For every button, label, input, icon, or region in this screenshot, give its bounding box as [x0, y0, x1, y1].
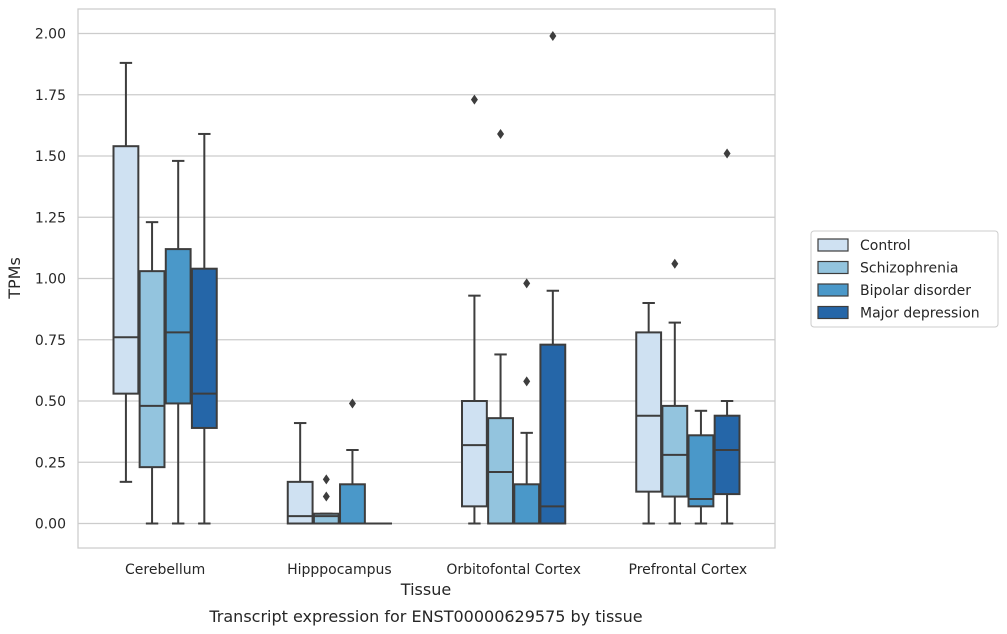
y-tick-label: 0.00	[35, 517, 66, 533]
outlier-point	[348, 398, 356, 409]
x-tick-label: Orbitofontal Cortex	[446, 562, 581, 578]
y-tick-label: 1.75	[35, 88, 66, 104]
x-tick-label: Prefrontal Cortex	[629, 562, 748, 578]
outlier-point	[523, 376, 531, 387]
box-3-2	[687, 409, 715, 525]
box-body	[461, 400, 488, 508]
outlier-point	[322, 491, 330, 502]
outlier-point	[470, 94, 478, 105]
box-1-2	[339, 398, 366, 525]
box-body	[112, 145, 140, 395]
box-body	[138, 270, 166, 469]
box-plots	[112, 30, 741, 525]
y-tick-label: 2.00	[35, 27, 66, 43]
legend-swatch	[817, 305, 849, 320]
outlier-point	[549, 30, 557, 41]
y-tick-label: 0.50	[35, 394, 66, 410]
legend-label: Bipolar disorder	[860, 283, 971, 299]
box-body	[713, 414, 741, 496]
y-tick-label: 0.25	[35, 455, 66, 471]
box-2-3	[539, 30, 567, 525]
box-body	[635, 331, 663, 493]
box-body	[687, 434, 715, 508]
box-body	[312, 512, 340, 525]
outlier-point	[723, 148, 731, 159]
legend-label: Control	[860, 238, 911, 254]
outlier-point	[671, 258, 679, 269]
box-3-0	[635, 302, 663, 525]
legend-label: Major depression	[860, 306, 980, 322]
chart-caption: Transcript expression for ENST0000062957…	[208, 607, 642, 626]
legend: Control Schizophrenia Bipolar disorder Majo…	[810, 230, 999, 328]
legend-item: Bipolar disorder	[817, 283, 971, 299]
x-tick-label: Hipppocampus	[287, 562, 392, 578]
box-body	[661, 404, 689, 498]
box-1-0	[286, 422, 314, 525]
legend-swatch	[817, 260, 849, 275]
box-2-0	[461, 94, 488, 525]
legend-item: Major depression	[817, 305, 980, 322]
box-body	[539, 343, 567, 525]
outlier-point	[523, 278, 531, 289]
legend-label: Schizophrenia	[860, 261, 958, 277]
box-2-2	[513, 278, 541, 525]
box-body	[339, 483, 366, 525]
box-body	[286, 480, 314, 525]
box-2-1	[487, 128, 514, 525]
box-0-0	[112, 61, 140, 483]
box-body	[513, 483, 541, 525]
box-body	[190, 267, 218, 429]
legend-frame	[810, 230, 999, 328]
y-tick-label: 1.25	[35, 210, 66, 226]
x-axis-label: Tissue	[400, 580, 451, 599]
legend-item: Schizophrenia	[817, 260, 958, 277]
y-tick-labels: 0.00 0.25 0.50 0.75 1.00 1.25 1.50 1.75 2.00	[35, 27, 66, 533]
box-0-1	[138, 221, 166, 525]
y-tick-label: 0.75	[35, 333, 66, 349]
legend-swatch	[817, 283, 849, 297]
y-axis-label: TPMs	[5, 257, 24, 300]
plot-frame	[77, 8, 776, 549]
box-0-3	[190, 132, 218, 525]
box-0-2	[164, 159, 192, 525]
legend-item: Control	[817, 238, 911, 254]
y-tick-label: 1.50	[35, 149, 66, 165]
legend-swatch	[817, 238, 849, 252]
outlier-point	[322, 474, 330, 485]
box-1-1	[312, 474, 340, 525]
box-body	[164, 248, 192, 405]
x-tick-labels: Cerebellum Hipppocampus Orbitofontal Corte…	[125, 562, 747, 578]
box-3-3	[713, 148, 741, 525]
x-tick-label: Cerebellum	[125, 562, 205, 578]
outlier-point	[497, 128, 505, 139]
box-3-1	[661, 258, 689, 525]
box-body	[487, 417, 514, 525]
y-tick-label: 1.00	[35, 272, 66, 288]
